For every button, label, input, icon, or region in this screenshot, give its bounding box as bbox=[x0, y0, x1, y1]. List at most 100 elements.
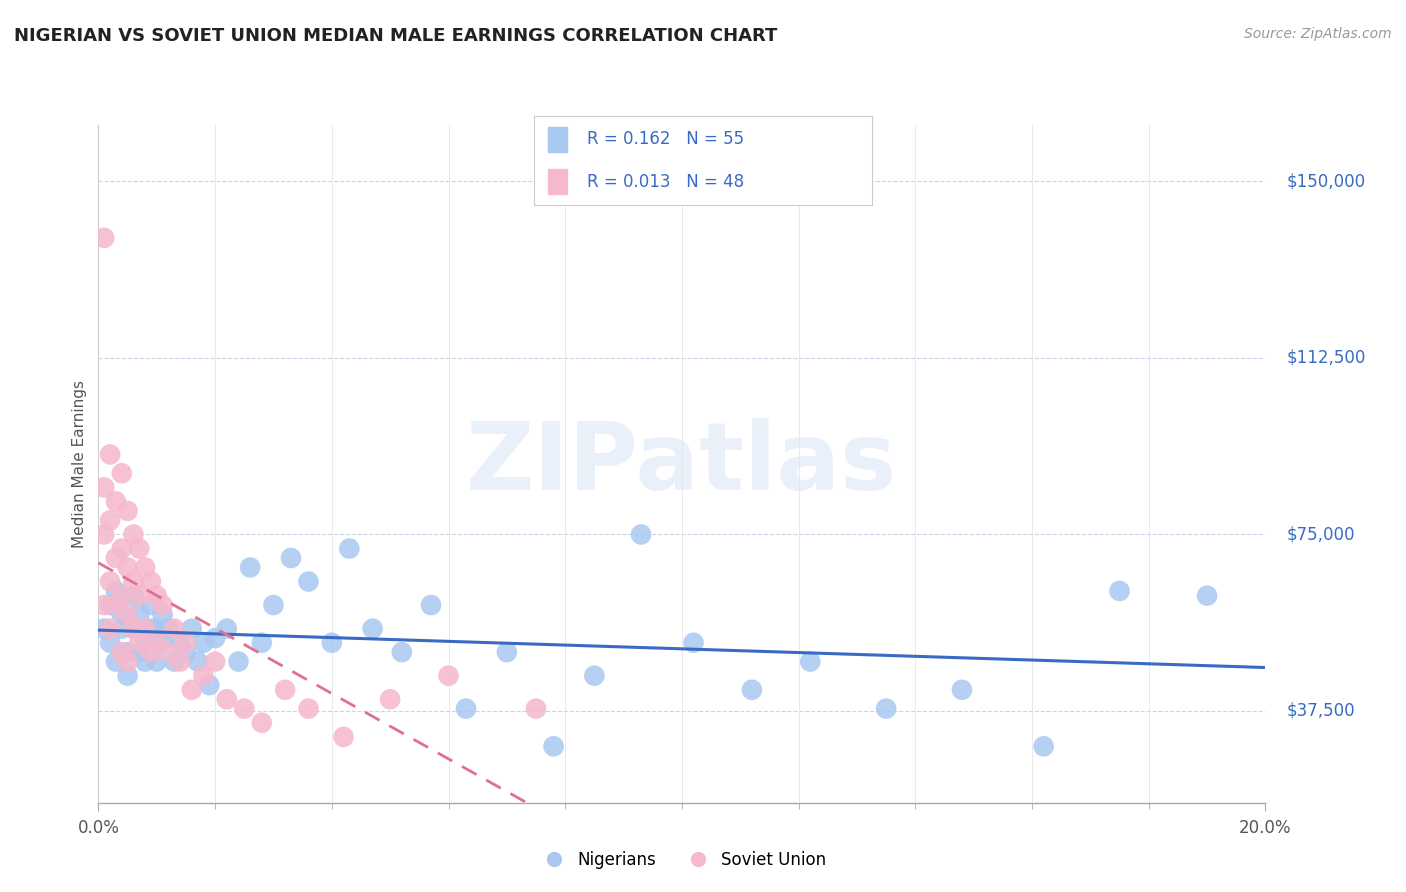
Point bbox=[1032, 739, 1054, 754]
Point bbox=[152, 607, 174, 622]
Text: $150,000: $150,000 bbox=[1286, 172, 1365, 190]
Point bbox=[98, 622, 121, 636]
Point bbox=[117, 504, 139, 518]
Point bbox=[180, 682, 202, 697]
Point bbox=[215, 622, 238, 636]
Point bbox=[128, 645, 150, 659]
Point bbox=[146, 589, 169, 603]
Point bbox=[239, 560, 262, 574]
Point bbox=[111, 607, 134, 622]
Point bbox=[98, 447, 121, 461]
Text: $75,000: $75,000 bbox=[1286, 525, 1355, 543]
Point bbox=[117, 669, 139, 683]
Point bbox=[139, 574, 162, 589]
Point bbox=[321, 636, 343, 650]
Point bbox=[454, 701, 477, 715]
Point bbox=[741, 682, 763, 697]
Point bbox=[204, 655, 226, 669]
Point bbox=[215, 692, 238, 706]
Point bbox=[543, 739, 565, 754]
Point bbox=[134, 622, 156, 636]
Point bbox=[437, 669, 460, 683]
Point bbox=[583, 669, 606, 683]
Point bbox=[98, 598, 121, 612]
Point bbox=[169, 655, 191, 669]
Point bbox=[630, 527, 652, 541]
Point bbox=[104, 598, 127, 612]
Point bbox=[228, 655, 250, 669]
Point bbox=[169, 636, 191, 650]
Point bbox=[233, 701, 256, 715]
Text: NIGERIAN VS SOVIET UNION MEDIAN MALE EARNINGS CORRELATION CHART: NIGERIAN VS SOVIET UNION MEDIAN MALE EAR… bbox=[14, 27, 778, 45]
Point bbox=[93, 598, 115, 612]
Point bbox=[98, 513, 121, 527]
Point bbox=[524, 701, 547, 715]
Point bbox=[250, 636, 273, 650]
Point bbox=[875, 701, 897, 715]
Point bbox=[1108, 584, 1130, 599]
Legend: Nigerians, Soviet Union: Nigerians, Soviet Union bbox=[531, 845, 832, 876]
Point bbox=[262, 598, 284, 612]
Point bbox=[122, 527, 145, 541]
Point bbox=[111, 645, 134, 659]
Point bbox=[163, 622, 186, 636]
Point bbox=[361, 622, 384, 636]
Point bbox=[104, 584, 127, 599]
Point bbox=[93, 231, 115, 245]
Point bbox=[122, 622, 145, 636]
Point bbox=[250, 715, 273, 730]
Point bbox=[117, 607, 139, 622]
Point bbox=[93, 527, 115, 541]
Point bbox=[193, 669, 215, 683]
Point bbox=[152, 598, 174, 612]
Point bbox=[297, 574, 319, 589]
Point bbox=[134, 655, 156, 669]
Point bbox=[799, 655, 821, 669]
Point bbox=[152, 636, 174, 650]
Point bbox=[122, 574, 145, 589]
Point bbox=[274, 682, 297, 697]
Point bbox=[146, 655, 169, 669]
Point bbox=[104, 494, 127, 508]
Y-axis label: Median Male Earnings: Median Male Earnings bbox=[72, 380, 87, 548]
Text: ZIPatlas: ZIPatlas bbox=[467, 417, 897, 510]
Point bbox=[128, 541, 150, 556]
Point bbox=[104, 551, 127, 566]
Point bbox=[128, 589, 150, 603]
Point bbox=[98, 636, 121, 650]
Point bbox=[146, 622, 169, 636]
Point bbox=[98, 574, 121, 589]
Text: $112,500: $112,500 bbox=[1286, 349, 1365, 367]
Point bbox=[391, 645, 413, 659]
Point bbox=[111, 622, 134, 636]
Point bbox=[122, 622, 145, 636]
Point bbox=[111, 541, 134, 556]
Point bbox=[180, 622, 202, 636]
Point bbox=[134, 560, 156, 574]
Point bbox=[117, 655, 139, 669]
Point bbox=[157, 645, 180, 659]
Bar bbox=[548, 127, 567, 152]
Point bbox=[93, 622, 115, 636]
Point bbox=[420, 598, 443, 612]
Point bbox=[332, 730, 354, 744]
Point bbox=[134, 631, 156, 645]
Point bbox=[1195, 589, 1218, 603]
Point bbox=[111, 589, 134, 603]
Point bbox=[104, 655, 127, 669]
Point bbox=[117, 645, 139, 659]
Point bbox=[146, 636, 169, 650]
Text: R = 0.013   N = 48: R = 0.013 N = 48 bbox=[586, 173, 744, 191]
Bar bbox=[548, 169, 567, 194]
Point bbox=[157, 622, 180, 636]
Point bbox=[187, 655, 209, 669]
Point bbox=[204, 631, 226, 645]
Point bbox=[378, 692, 402, 706]
Point bbox=[163, 655, 186, 669]
Point bbox=[128, 607, 150, 622]
Point bbox=[139, 645, 162, 659]
Point bbox=[139, 598, 162, 612]
Text: $37,500: $37,500 bbox=[1286, 702, 1355, 720]
Point bbox=[193, 636, 215, 650]
Point bbox=[280, 551, 302, 566]
